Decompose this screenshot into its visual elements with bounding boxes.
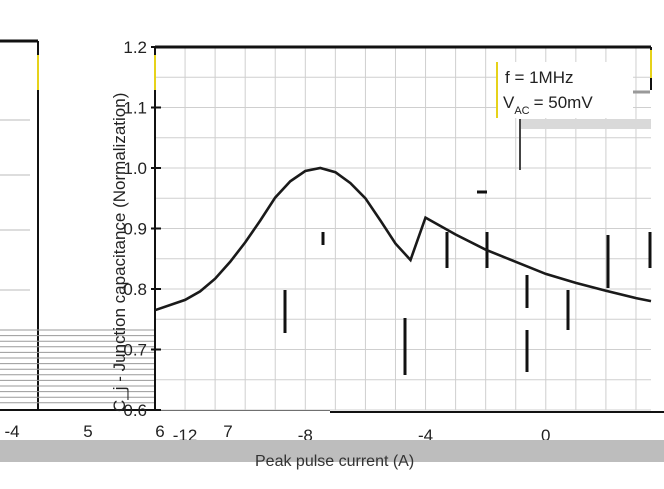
background-x-tick-label: 6 [155, 422, 164, 441]
legend-frequency: f = 1MHz [505, 68, 574, 87]
background-x-tick-label: 5 [83, 422, 92, 441]
y-tick-label: 1.2 [123, 38, 147, 57]
legend-voltage-value: = 50mV [534, 93, 594, 112]
legend-voltage-subscript: AC [514, 105, 529, 117]
x-axis-label: Peak pulse current (A) [255, 453, 414, 470]
legend-voltage-symbol: V [503, 93, 515, 112]
legend-shadow [520, 119, 651, 129]
y-axis-label: C_j - Junction capacitance (Normalizatio… [110, 93, 129, 412]
background-x-tick-label: -4 [4, 422, 19, 441]
background-x-tick-label: 7 [223, 422, 232, 441]
background-panel-x-ticks: -4 5 6 7 [4, 422, 232, 441]
